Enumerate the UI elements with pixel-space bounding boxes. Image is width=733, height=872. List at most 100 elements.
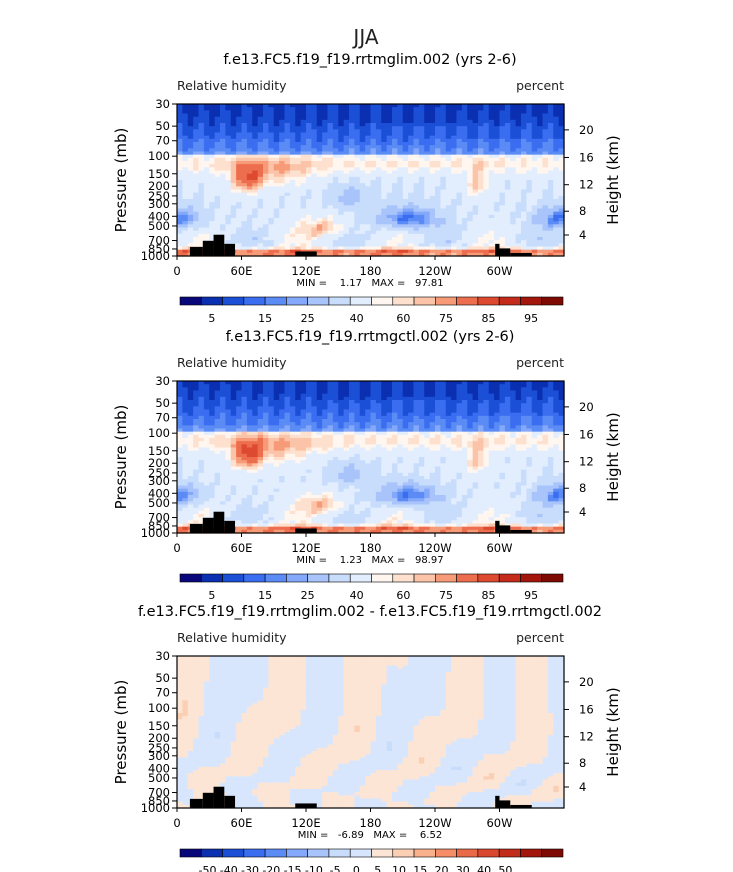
heatmap-cell <box>306 425 312 430</box>
heatmap-cell <box>451 403 458 407</box>
heatmap-cell <box>236 154 243 159</box>
heatmap-cell <box>483 431 490 436</box>
heatmap-cell <box>445 390 452 395</box>
heatmap-cell <box>241 167 248 172</box>
heatmap-cell <box>359 116 366 121</box>
heatmap-cell <box>284 208 291 213</box>
heatmap-cell <box>386 396 393 401</box>
heatmap-cell <box>467 208 474 213</box>
heatmap-cell <box>375 189 382 194</box>
heatmap-cell <box>386 227 393 232</box>
heatmap-cell <box>440 400 447 404</box>
heatmap-cell <box>349 396 355 401</box>
heatmap-cell <box>306 192 312 197</box>
heatmap-cell <box>467 164 474 168</box>
heatmap-cell <box>230 240 237 244</box>
heatmap-cell <box>537 412 544 417</box>
heatmap-cell <box>198 202 205 206</box>
heatmap-cell <box>322 227 329 232</box>
heatmap-cell <box>349 138 355 143</box>
heatmap-cell <box>531 110 538 115</box>
heatmap-cell <box>177 233 183 238</box>
heatmap-cell <box>521 164 527 168</box>
heatmap-cell <box>451 189 458 194</box>
heatmap-cell <box>327 237 334 241</box>
heatmap-cell <box>397 381 404 385</box>
heatmap-cell <box>332 113 339 118</box>
heatmap-cell <box>456 211 463 216</box>
heatmap-cell <box>359 384 366 388</box>
heatmap-cell <box>322 381 329 385</box>
heatmap-cell <box>531 237 538 241</box>
heatmap-cell <box>187 230 194 235</box>
heatmap-cell <box>300 170 307 175</box>
heatmap-cell <box>515 384 522 388</box>
heatmap-cell <box>241 227 248 232</box>
heatmap-cell <box>354 183 361 187</box>
heatmap-cell <box>354 237 361 241</box>
heatmap-cell <box>521 161 527 165</box>
heatmap-cell <box>521 403 527 407</box>
heatmap-cell <box>203 438 210 442</box>
heatmap-cell <box>461 192 468 197</box>
heatmap-cell <box>445 431 452 436</box>
heatmap-cell <box>284 107 291 111</box>
heatmap-cell <box>510 412 517 417</box>
heatmap-cell <box>177 135 183 140</box>
colorbar-swatch <box>371 296 394 306</box>
heatmap-cell <box>359 180 366 184</box>
heatmap-cell <box>220 192 226 197</box>
heatmap-cell <box>515 240 522 244</box>
heatmap-cell <box>397 243 404 248</box>
heatmap-cell <box>440 107 447 111</box>
heatmap-cell <box>499 396 506 401</box>
heatmap-cell <box>230 208 237 213</box>
heatmap-cell <box>220 161 226 165</box>
heatmap-cell <box>273 214 280 219</box>
heatmap-cell <box>220 154 226 159</box>
heatmap-cell <box>252 384 259 388</box>
heatmap-cell <box>418 384 425 388</box>
heatmap-cell <box>193 135 200 140</box>
heatmap-cell <box>413 170 420 175</box>
heatmap-cell <box>327 428 334 433</box>
heatmap-cell <box>424 119 431 124</box>
heatmap-cell <box>537 387 544 392</box>
heatmap-cell <box>332 180 339 184</box>
heatmap-cell <box>306 406 312 411</box>
heatmap-cell <box>236 434 243 439</box>
heatmap-cell <box>311 135 318 140</box>
heatmap-cell <box>386 202 393 206</box>
heatmap-cell <box>445 246 452 251</box>
heatmap-cell <box>177 403 183 407</box>
heatmap-cell <box>198 189 205 194</box>
heatmap-cell <box>220 211 226 216</box>
heatmap-cell <box>515 199 522 203</box>
heatmap-cell <box>392 246 398 251</box>
heatmap-cell <box>435 129 441 134</box>
heatmap-cell <box>198 237 205 241</box>
heatmap-cell <box>392 422 398 426</box>
heatmap-cell <box>418 422 425 426</box>
heatmap-cell <box>359 164 366 168</box>
heatmap-cell <box>370 161 377 165</box>
heatmap-cell <box>209 412 216 417</box>
heatmap-cell <box>472 205 479 210</box>
heatmap-cell <box>494 425 501 430</box>
heatmap-cell <box>408 438 415 442</box>
heatmap-cell <box>236 441 243 445</box>
heatmap-cell <box>349 422 355 426</box>
heatmap-cell <box>236 246 243 251</box>
heatmap-cell <box>375 170 382 175</box>
heatmap-cell <box>451 214 458 219</box>
heatmap-cell <box>381 145 388 149</box>
heatmap-cell <box>424 218 431 222</box>
heatmap-cell <box>456 110 463 115</box>
heatmap-cell <box>435 237 441 241</box>
heatmap-cell <box>338 148 345 153</box>
heatmap-cell <box>327 110 334 115</box>
heatmap-cell <box>268 249 275 254</box>
heatmap-cell <box>397 422 404 426</box>
heatmap-cell <box>526 148 533 153</box>
heatmap-cell <box>537 428 544 433</box>
